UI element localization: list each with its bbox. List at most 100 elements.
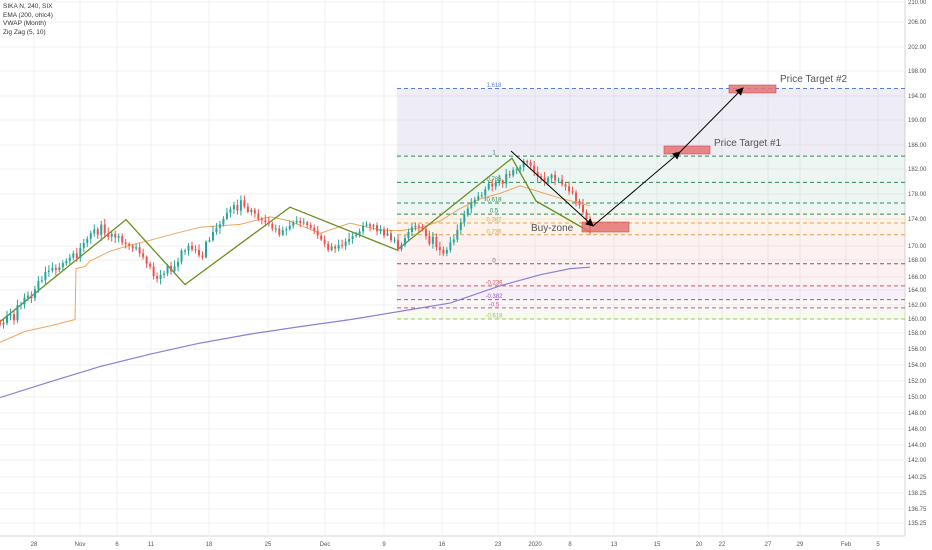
- candle: [12, 310, 15, 325]
- candle-body: [128, 243, 131, 246]
- candle-body: [110, 234, 113, 237]
- fib-zone: [397, 234, 905, 264]
- candle: [491, 178, 494, 192]
- y-tick-label: 140.25: [908, 475, 927, 481]
- candle: [386, 227, 389, 237]
- projection-arrow-up-1: [592, 151, 681, 227]
- candle: [473, 196, 476, 207]
- candle: [568, 181, 571, 195]
- candle: [131, 244, 134, 253]
- candle-body: [267, 222, 270, 224]
- candle-body: [107, 233, 110, 237]
- x-tick-label: 5: [876, 542, 880, 548]
- candle-body: [515, 169, 518, 171]
- candle: [529, 159, 532, 170]
- candle-body: [526, 160, 529, 163]
- y-tick-label: 168.00: [908, 258, 927, 264]
- candle-body: [491, 183, 494, 187]
- candle-body: [204, 241, 207, 258]
- y-tick-label: 162.00: [908, 303, 927, 309]
- candle: [445, 247, 448, 257]
- candle-body: [383, 229, 386, 236]
- candle: [470, 198, 473, 214]
- candle-body: [211, 232, 214, 241]
- candle: [376, 222, 379, 236]
- candle-body: [232, 205, 235, 210]
- candle-body: [40, 280, 43, 282]
- candle: [494, 180, 497, 190]
- candle-body: [414, 225, 417, 228]
- x-tick-label: 9: [382, 542, 386, 548]
- candle: [547, 176, 550, 186]
- candle: [390, 229, 393, 243]
- candle-body: [103, 224, 106, 234]
- candle-body: [197, 249, 200, 256]
- candle-body: [445, 249, 448, 254]
- chart-legend: SIKA N, 240, SIX EMA (200, ohlc4) VWAP (…: [3, 3, 53, 37]
- candle-body: [86, 238, 89, 244]
- y-tick-label: 158.00: [908, 331, 927, 337]
- candle: [239, 195, 242, 216]
- candle-body: [438, 247, 441, 250]
- candle: [480, 192, 483, 198]
- x-tick-label: 2020: [528, 542, 542, 548]
- candle-body: [149, 263, 152, 267]
- candle: [288, 220, 291, 231]
- candle: [505, 169, 508, 188]
- target-box: [728, 84, 777, 94]
- x-tick-label: 29: [797, 542, 804, 548]
- candle: [37, 276, 40, 293]
- candle-body: [16, 305, 19, 321]
- candle-body: [396, 240, 399, 250]
- candle-body: [508, 174, 511, 176]
- candle-body: [421, 227, 424, 230]
- x-tick-label: 13: [611, 542, 618, 548]
- projection-arrow-up-2: [679, 87, 744, 153]
- candle: [135, 243, 138, 251]
- candle: [456, 224, 459, 243]
- candle: [477, 192, 480, 201]
- candle-body: [561, 179, 564, 185]
- candle-body: [575, 192, 578, 201]
- candle: [351, 232, 354, 244]
- candle-body: [529, 162, 532, 166]
- candle-body: [470, 202, 473, 209]
- candle: [103, 218, 106, 239]
- y-tick-label: 178.00: [908, 192, 927, 198]
- candle-body: [0, 322, 1, 325]
- candle-body: [386, 233, 389, 236]
- candle: [257, 209, 260, 221]
- candle: [487, 180, 490, 191]
- candle: [100, 220, 103, 241]
- fib-zone: [397, 223, 905, 235]
- fib-level-label: -0.618: [485, 313, 503, 319]
- y-tick-label: 142.00: [908, 458, 927, 464]
- candle-body: [582, 205, 585, 213]
- candle-body: [568, 186, 571, 192]
- candle: [215, 223, 218, 235]
- candle-body: [271, 223, 274, 229]
- candle-body: [522, 160, 525, 168]
- candle: [309, 222, 312, 230]
- fib-zone: [397, 214, 905, 224]
- candle-body: [278, 228, 281, 235]
- candle: [508, 170, 511, 179]
- y-tick-label: 198.00: [908, 69, 927, 75]
- zigzag-line: [0, 157, 591, 323]
- candle-body: [184, 250, 187, 252]
- candle: [379, 225, 382, 235]
- candle-body: [96, 229, 99, 235]
- candle: [243, 195, 246, 209]
- candle: [204, 240, 207, 259]
- candle: [51, 262, 54, 273]
- candle-body: [30, 295, 33, 299]
- x-tick-label: 8: [568, 542, 572, 548]
- candle: [512, 167, 515, 178]
- candle-body: [68, 257, 71, 261]
- candle-body: [480, 195, 483, 197]
- candle-body: [58, 267, 61, 270]
- candle: [543, 171, 546, 186]
- candle-body: [452, 239, 455, 243]
- y-tick-label: 156.00: [908, 347, 927, 353]
